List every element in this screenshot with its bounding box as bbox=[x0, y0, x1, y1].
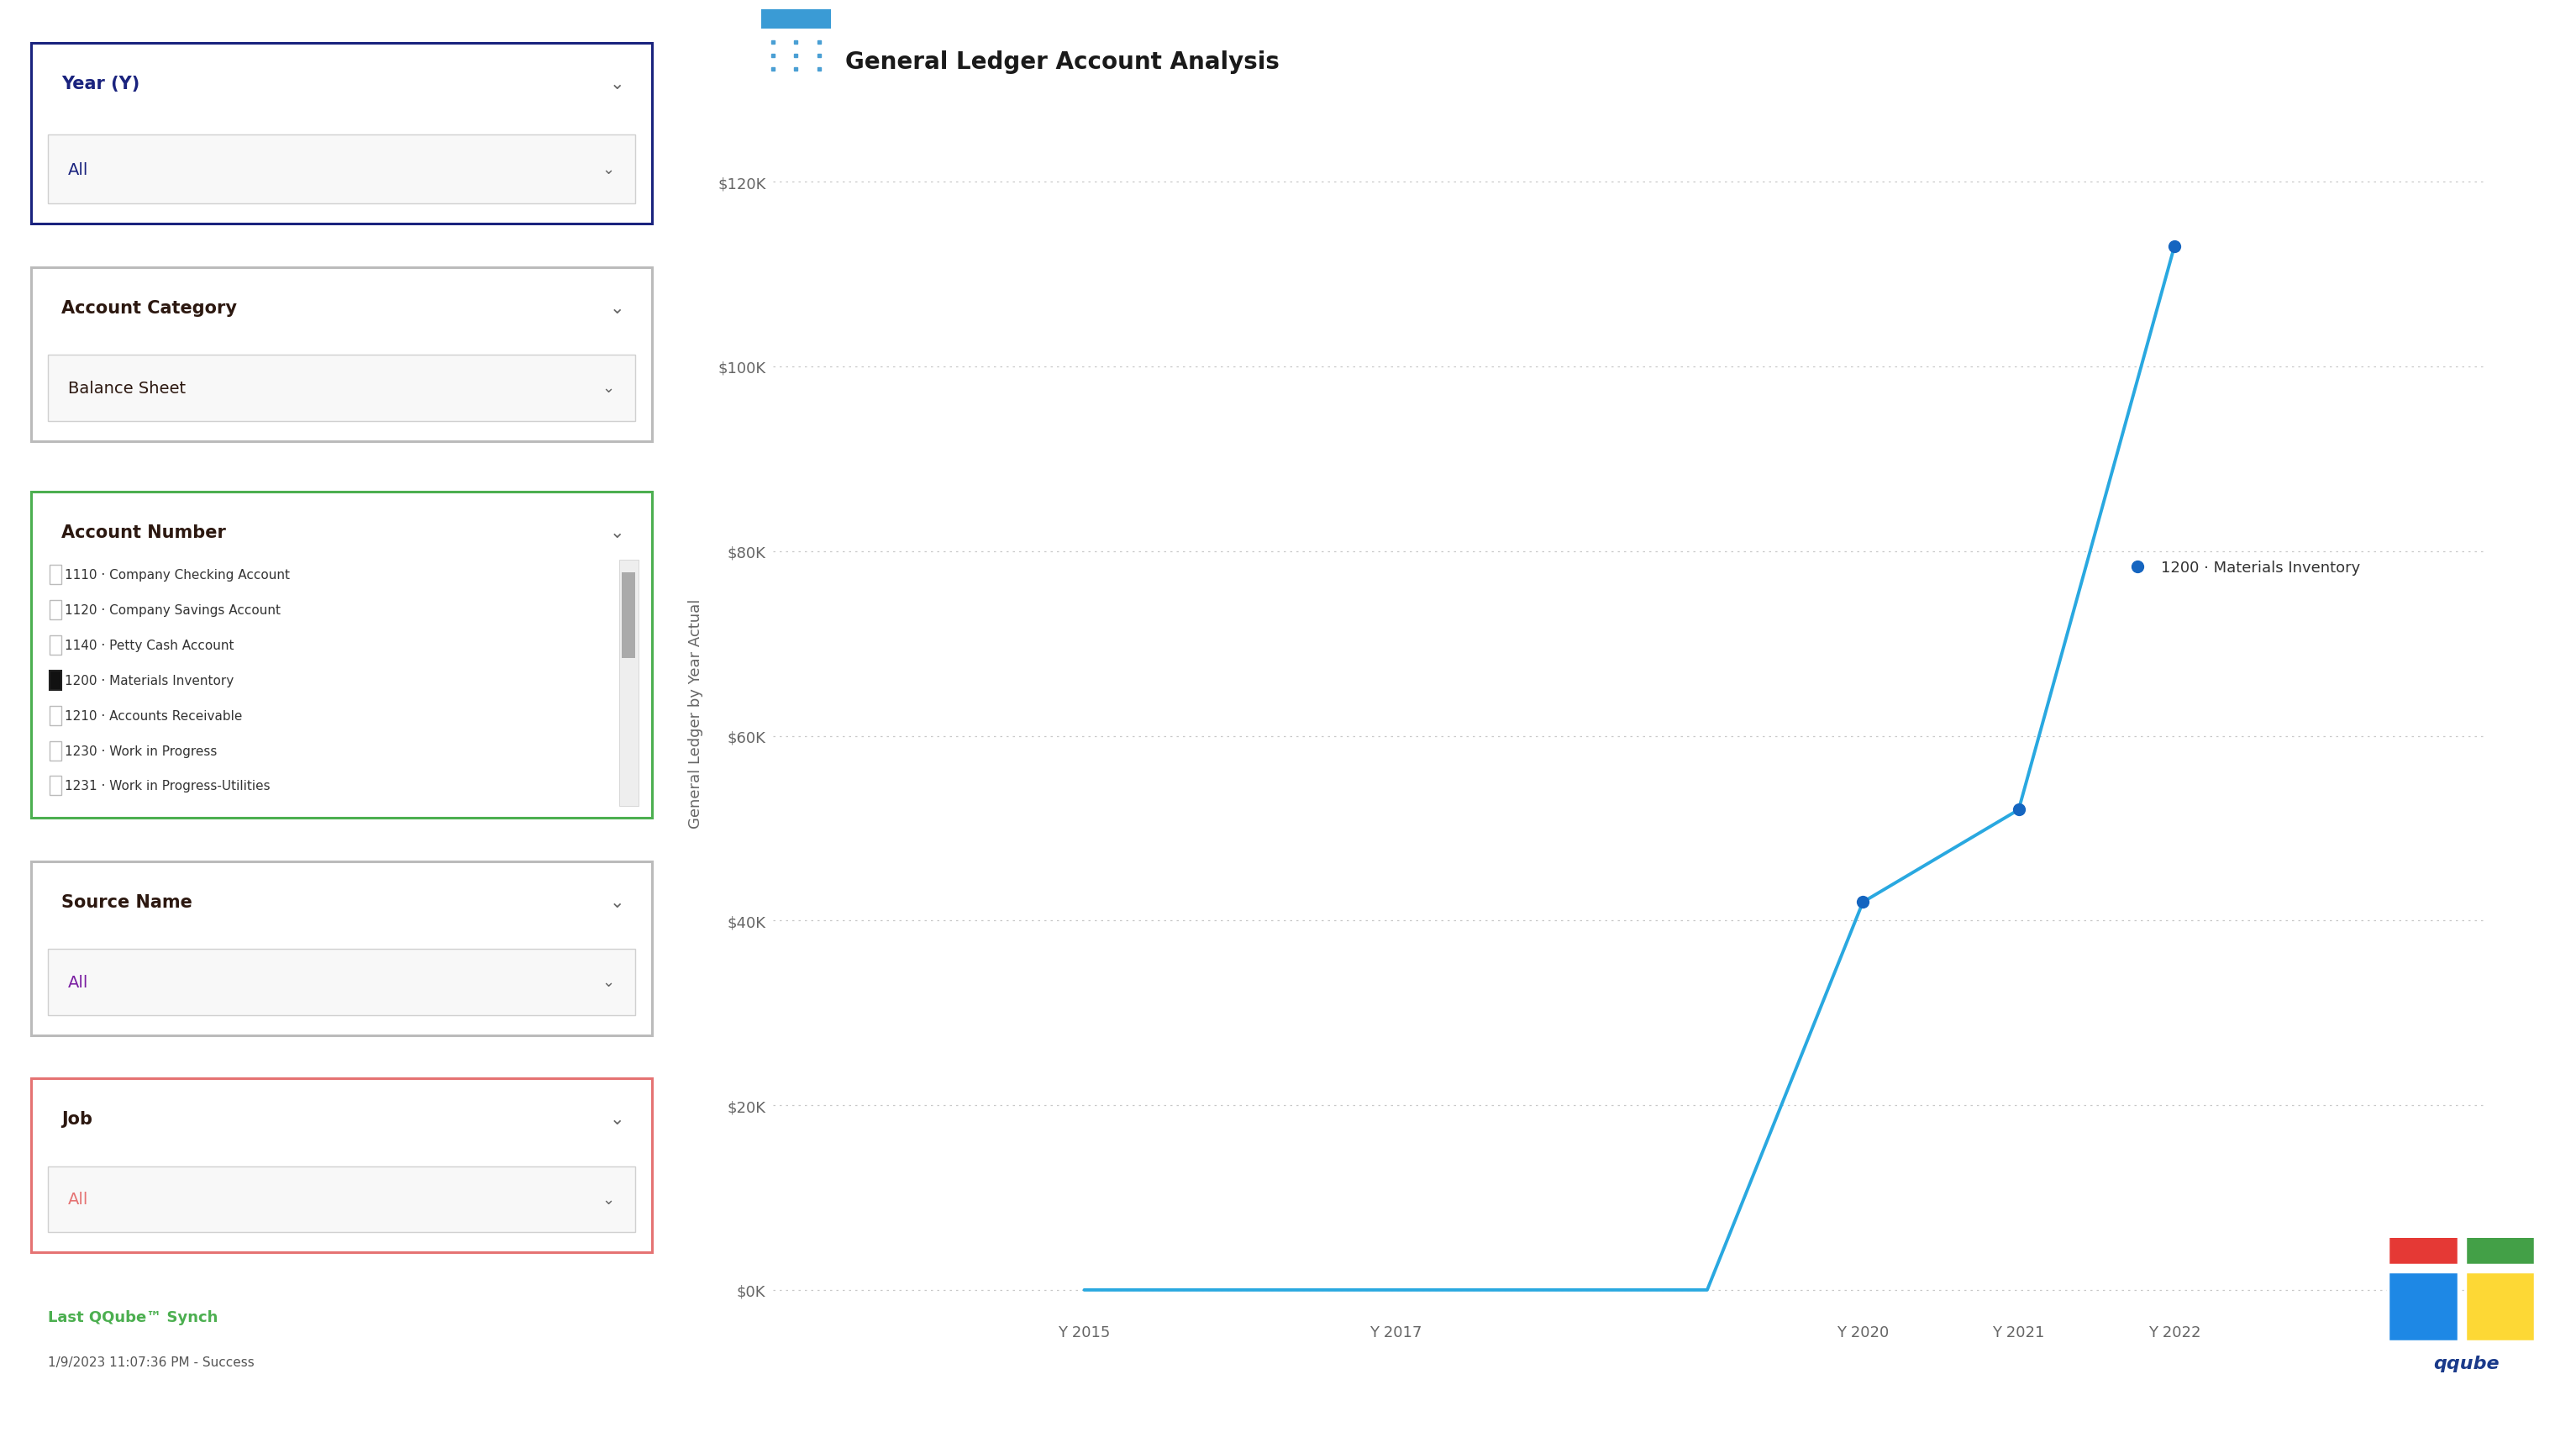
Legend: 1200 · Materials Inventory: 1200 · Materials Inventory bbox=[2117, 555, 2365, 582]
FancyBboxPatch shape bbox=[49, 601, 62, 620]
Text: 1140 · Petty Cash Account: 1140 · Petty Cash Account bbox=[64, 639, 234, 652]
Text: Source Name: Source Name bbox=[62, 893, 193, 911]
Text: ⌄: ⌄ bbox=[603, 162, 613, 177]
Text: ⌄: ⌄ bbox=[611, 893, 623, 911]
FancyBboxPatch shape bbox=[49, 948, 634, 1015]
Text: General Ledger Account Analysis: General Ledger Account Analysis bbox=[845, 51, 1280, 74]
Text: 1200 · Materials Inventory: 1200 · Materials Inventory bbox=[64, 675, 234, 686]
FancyBboxPatch shape bbox=[31, 492, 652, 818]
Text: All: All bbox=[70, 975, 88, 990]
FancyBboxPatch shape bbox=[2388, 1271, 2458, 1341]
Text: Job: Job bbox=[62, 1111, 93, 1128]
FancyBboxPatch shape bbox=[49, 1166, 634, 1232]
FancyBboxPatch shape bbox=[755, 4, 837, 88]
Text: 1210 · Accounts Receivable: 1210 · Accounts Receivable bbox=[64, 710, 242, 723]
Text: 1110 · Company Checking Account: 1110 · Company Checking Account bbox=[64, 569, 289, 581]
FancyBboxPatch shape bbox=[49, 776, 62, 796]
FancyBboxPatch shape bbox=[49, 707, 62, 725]
Text: ⌄: ⌄ bbox=[611, 524, 623, 542]
Text: ⌄: ⌄ bbox=[603, 381, 613, 395]
FancyBboxPatch shape bbox=[31, 862, 652, 1035]
FancyBboxPatch shape bbox=[49, 136, 634, 204]
FancyBboxPatch shape bbox=[621, 572, 636, 659]
Text: All: All bbox=[70, 162, 88, 178]
FancyBboxPatch shape bbox=[2388, 1195, 2458, 1264]
Y-axis label: General Ledger by Year Actual: General Ledger by Year Actual bbox=[688, 598, 703, 828]
FancyBboxPatch shape bbox=[49, 670, 62, 691]
FancyBboxPatch shape bbox=[2465, 1271, 2535, 1341]
Text: Balance Sheet: Balance Sheet bbox=[70, 381, 185, 397]
Text: 1/9/2023 11:07:36 PM - Success: 1/9/2023 11:07:36 PM - Success bbox=[49, 1355, 255, 1368]
FancyBboxPatch shape bbox=[762, 10, 829, 30]
FancyBboxPatch shape bbox=[31, 268, 652, 442]
Text: Year (Y): Year (Y) bbox=[62, 75, 139, 93]
FancyBboxPatch shape bbox=[49, 636, 62, 654]
Text: Last QQube™ Synch: Last QQube™ Synch bbox=[49, 1310, 219, 1325]
FancyBboxPatch shape bbox=[49, 355, 634, 421]
FancyBboxPatch shape bbox=[49, 741, 62, 760]
Text: All: All bbox=[70, 1192, 88, 1208]
FancyBboxPatch shape bbox=[31, 43, 652, 224]
Text: Account Number: Account Number bbox=[62, 524, 227, 542]
FancyBboxPatch shape bbox=[31, 1079, 652, 1253]
Text: ⌄: ⌄ bbox=[611, 75, 623, 93]
Text: 1231 · Work in Progress-Utilities: 1231 · Work in Progress-Utilities bbox=[64, 780, 270, 792]
FancyBboxPatch shape bbox=[49, 565, 62, 585]
Text: ⌄: ⌄ bbox=[611, 300, 623, 317]
Text: ⌄: ⌄ bbox=[603, 975, 613, 989]
Text: ⌄: ⌄ bbox=[603, 1192, 613, 1206]
Text: ⌄: ⌄ bbox=[611, 1111, 623, 1128]
FancyBboxPatch shape bbox=[618, 560, 639, 807]
Text: Account Category: Account Category bbox=[62, 300, 237, 317]
Text: qqube: qqube bbox=[2434, 1354, 2499, 1371]
Text: 1120 · Company Savings Account: 1120 · Company Savings Account bbox=[64, 604, 281, 617]
Text: 1230 · Work in Progress: 1230 · Work in Progress bbox=[64, 744, 216, 757]
FancyBboxPatch shape bbox=[2465, 1195, 2535, 1264]
